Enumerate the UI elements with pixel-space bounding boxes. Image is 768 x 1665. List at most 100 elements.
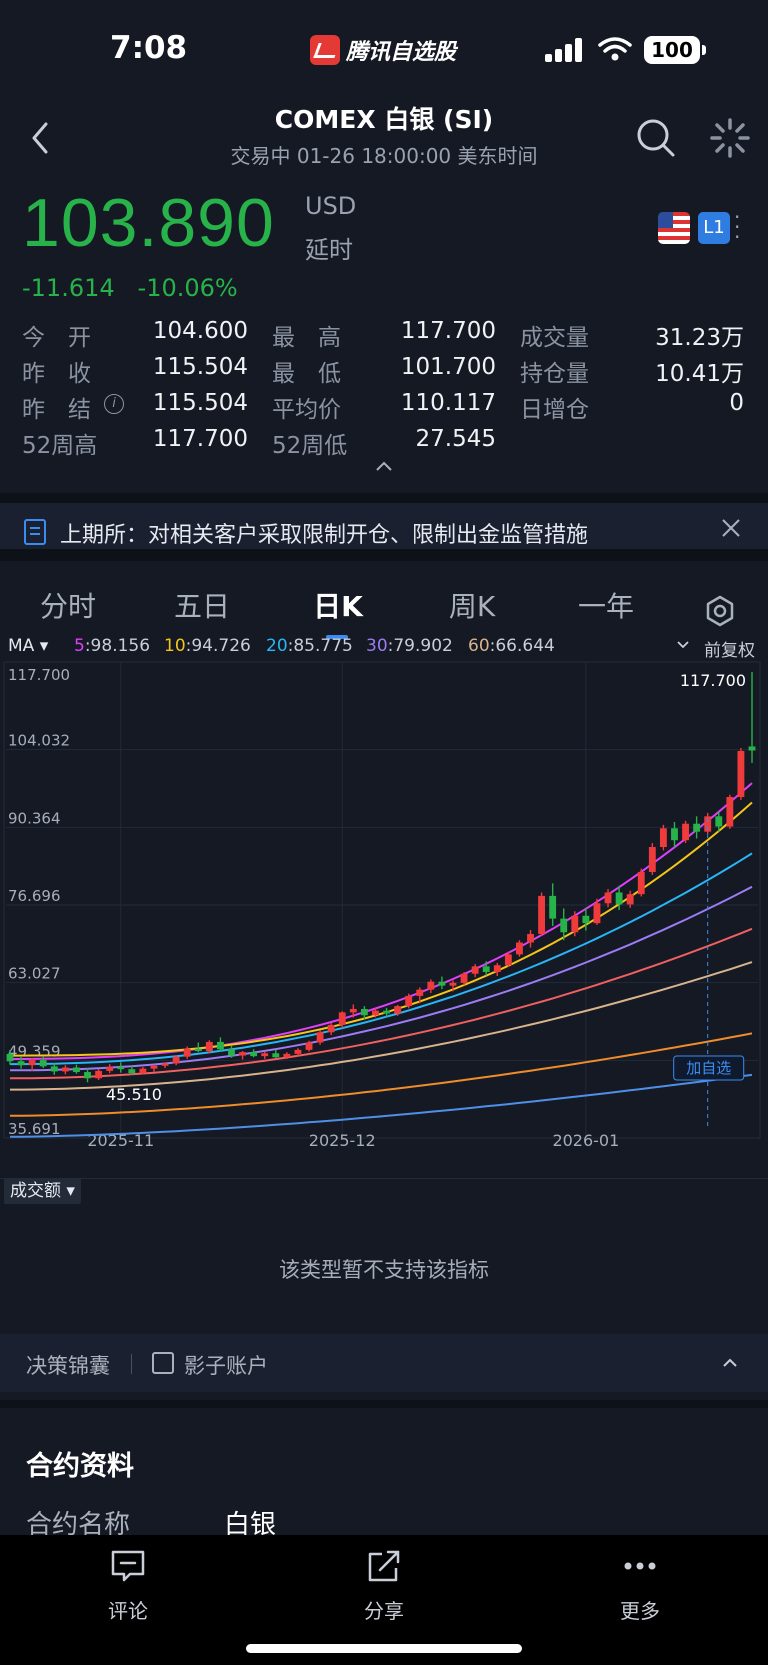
ma-period: 5 (74, 636, 85, 656)
notice-banner[interactable]: 上期所：对相关客户采取限制开仓、限制出金监管措施 (0, 493, 768, 549)
info-icon[interactable]: i (104, 394, 124, 414)
candle-body (438, 981, 446, 986)
candle-body (671, 828, 678, 841)
stat-label: 最 高 (272, 325, 341, 351)
delay-label: 延时 (305, 236, 353, 264)
stat-value: 27.545 (415, 426, 496, 452)
divider (131, 1354, 132, 1374)
share-button[interactable]: 分享 (324, 1549, 444, 1624)
candle-body (626, 894, 634, 905)
ma-legend-item: 5:98.156 (74, 636, 150, 656)
candle-body (39, 1060, 47, 1067)
ma-value: :66.644 (489, 636, 555, 656)
chevron-down-icon[interactable] (676, 640, 690, 650)
price-adjust-button[interactable]: 前复权 (704, 641, 755, 661)
ma-legend-item: 10:94.726 (164, 636, 251, 656)
volume-indicator-label: 成交额 (10, 1181, 61, 1201)
more-button[interactable]: 更多 (580, 1549, 700, 1624)
comment-icon (111, 1550, 145, 1582)
candle-body (338, 1012, 346, 1025)
back-arrow-icon[interactable] (22, 118, 62, 158)
candle-body (394, 1006, 402, 1014)
candle-body (283, 1053, 291, 1058)
candlestick-chart[interactable]: 117.700104.03290.36476.69663.02749.35935… (0, 660, 768, 1150)
ma-legend-item: 30:79.902 (366, 636, 453, 656)
share-icon (368, 1550, 400, 1582)
chevron-up-icon[interactable] (722, 1358, 738, 1368)
candle-body (726, 797, 734, 827)
clock: 7:08 (110, 30, 188, 66)
ma-line (10, 961, 753, 1091)
share-label: 分享 (364, 1599, 404, 1623)
candle-body (637, 872, 645, 895)
y-axis-tick-label: 117.700 (8, 666, 70, 684)
candle-body (582, 915, 590, 924)
x-axis-tick-label: 2025-11 (87, 1131, 154, 1150)
candle-body (294, 1049, 302, 1054)
add-watchlist-button[interactable] (673, 1055, 745, 1081)
candle-body (383, 1010, 390, 1014)
close-icon[interactable] (720, 517, 742, 539)
ma-line (10, 927, 753, 1080)
ma-value: :94.726 (185, 636, 251, 656)
ma-legend-item: 60:66.644 (468, 636, 555, 656)
min-price-label: 45.510 (106, 1085, 162, 1104)
page-title: COMEX 白银 (SI) (274, 105, 494, 134)
candle-body (449, 982, 457, 986)
tools-bar: 决策锦囊 影子账户 (0, 1334, 768, 1392)
tab-one-year[interactable]: 一年 (577, 590, 634, 623)
indicator-select[interactable]: MA ▾ (8, 636, 49, 656)
tab-weekly-k[interactable]: 周K (448, 590, 496, 623)
y-axis-tick-label: 63.027 (8, 965, 61, 983)
candle-body (682, 823, 689, 841)
trading-status: 交易中 01-26 18:00:00 美东时间 (230, 144, 538, 168)
candle-body (272, 1053, 280, 1058)
search-icon[interactable] (634, 116, 678, 160)
candle-body (95, 1070, 103, 1079)
decision-toolkit-link[interactable]: 决策锦囊 (26, 1354, 110, 1378)
candle-body (183, 1048, 191, 1057)
stat-value: 117.700 (152, 426, 248, 452)
chevron-up-icon[interactable] (374, 460, 394, 472)
change-amount: -11.614 (22, 274, 115, 302)
candle-body (482, 966, 490, 973)
shadow-account-icon (152, 1352, 174, 1374)
notice-text[interactable]: 上期所：对相关客户采取限制开仓、限制出金监管措施 (60, 523, 589, 548)
candle-body (527, 933, 534, 943)
stat-value: 115.504 (152, 354, 248, 380)
indicator-select-label: MA (8, 636, 35, 656)
comment-label: 评论 (108, 1599, 148, 1623)
ma-value: :79.902 (387, 636, 453, 656)
candle-body (73, 1067, 80, 1073)
comment-button[interactable]: 评论 (68, 1549, 188, 1624)
ma-period: 10 (164, 636, 186, 656)
add-watchlist-label[interactable]: 加自选 (686, 1059, 731, 1077)
chart-settings-icon[interactable] (704, 595, 736, 627)
loading-spinner-icon (710, 118, 750, 158)
candle-body (250, 1052, 258, 1057)
volume-indicator-select[interactable]: 成交额 ▾ (4, 1178, 81, 1204)
tab-daily-k[interactable]: 日K (313, 590, 363, 623)
candle-body (593, 903, 601, 924)
tab-intraday[interactable]: 分时 (39, 590, 96, 623)
market-level-badge[interactable]: L1 (698, 212, 730, 244)
last-price: 103.890 (22, 185, 275, 261)
stat-label: 最 低 (272, 361, 341, 387)
stat-value: 110.117 (400, 390, 496, 416)
stat-label: 日增仓 (520, 397, 589, 423)
candle-body (748, 746, 756, 751)
candle-body (604, 892, 612, 904)
candle-body (239, 1052, 247, 1056)
ma-value: :85.775 (287, 636, 353, 656)
home-indicator (246, 1644, 522, 1653)
x-axis-tick-label: 2025-12 (309, 1131, 376, 1150)
candle-body (194, 1048, 202, 1052)
stat-value: 104.600 (152, 318, 248, 344)
chart-frame (3, 661, 761, 1139)
tab-five-day[interactable]: 五日 (173, 590, 230, 623)
active-tab-indicator (326, 635, 348, 639)
candle-body (216, 1041, 224, 1050)
candle-body (560, 918, 568, 933)
shadow-account-link[interactable]: 影子账户 (184, 1354, 268, 1378)
more-options-icon[interactable]: · · · (734, 205, 741, 249)
